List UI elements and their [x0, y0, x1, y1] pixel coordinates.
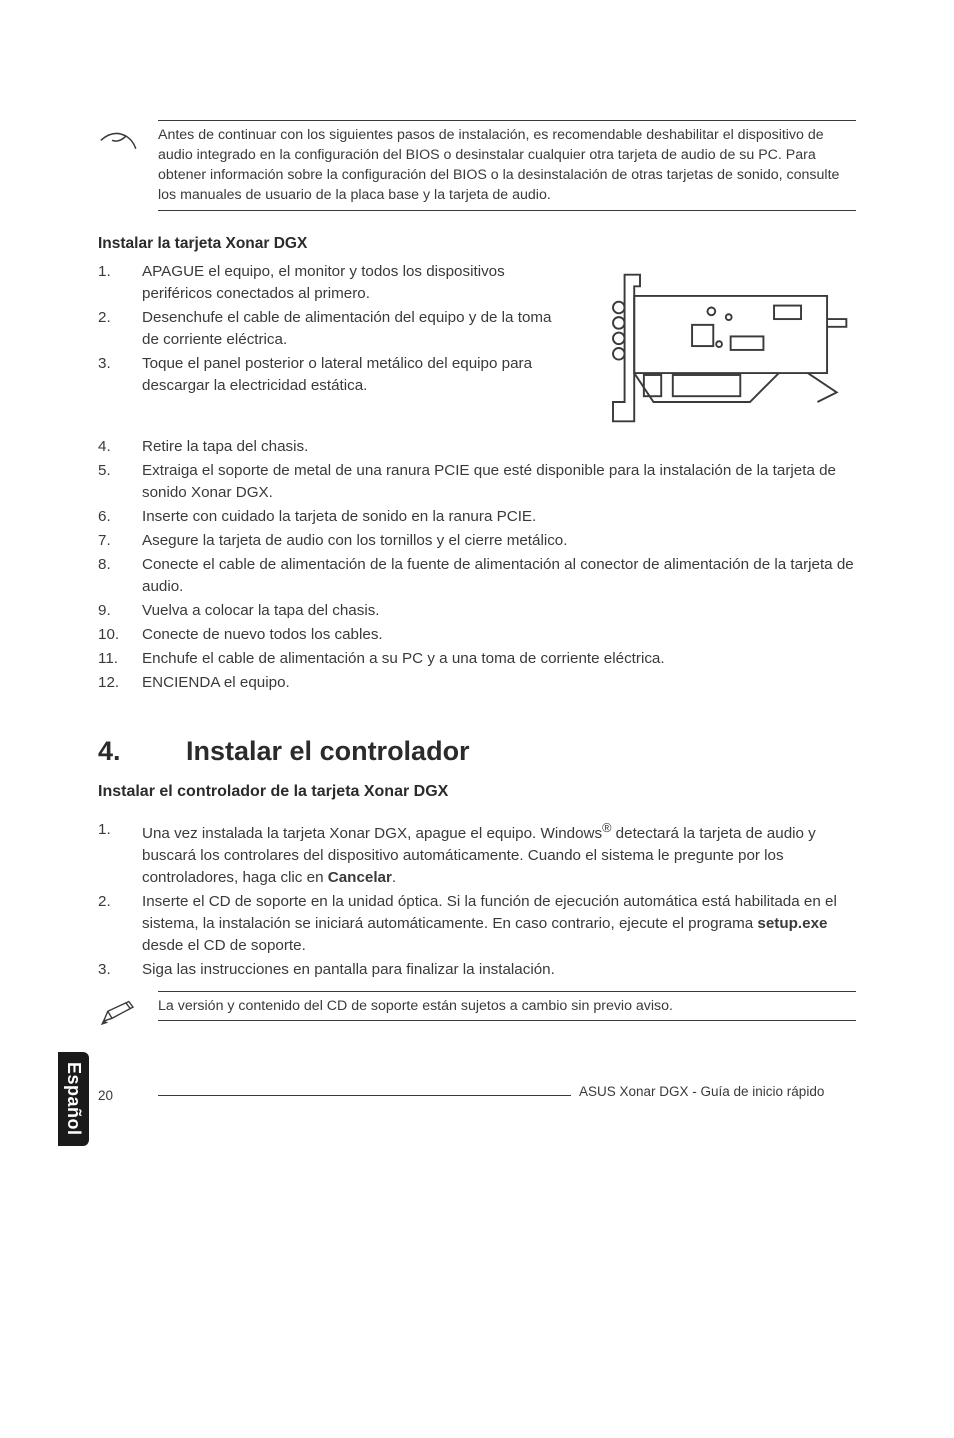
install-steps-bottom: 4.Retire la tapa del chasis.5.Extraiga e… — [98, 436, 856, 694]
note-text-cd: La versión y contenido del CD de soporte… — [158, 992, 856, 1020]
install-step: 2.Desenchufe el cable de alimentación de… — [98, 307, 568, 351]
install-step: 5.Extraiga el soporte de metal de una ra… — [98, 460, 856, 504]
install-step: 12.ENCIENDA el equipo. — [98, 672, 856, 694]
note-box-preinstall: Antes de continuar con los siguientes pa… — [98, 120, 856, 211]
install-step: 11.Enchufe el cable de alimentación a su… — [98, 648, 856, 670]
page-footer: 20 ASUS Xonar DGX - Guía de inicio rápid… — [98, 1080, 856, 1103]
note-box-cd: La versión y contenido del CD de soporte… — [98, 991, 856, 1032]
note-text: Antes de continuar con los siguientes pa… — [158, 121, 856, 210]
driver-step: 2.Inserte el CD de soporte en la unidad … — [98, 891, 856, 957]
pencil-icon — [98, 991, 158, 1032]
install-step: 7.Asegure la tarjeta de audio con los to… — [98, 530, 856, 552]
section-4-heading: 4. Instalar el controlador — [98, 736, 856, 767]
note-icon — [98, 120, 158, 161]
subheading-install-driver: Instalar el controlador de la tarjeta Xo… — [98, 783, 856, 801]
driver-step: 1.Una vez instalada la tarjeta Xonar DGX… — [98, 819, 856, 889]
heading-install-card: Instalar la tarjeta Xonar DGX — [98, 235, 856, 253]
install-step: 8.Conecte el cable de alimentación de la… — [98, 554, 856, 598]
install-step: 10.Conecte de nuevo todos los cables. — [98, 624, 856, 646]
driver-step: 3.Siga las instrucciones en pantalla par… — [98, 959, 856, 981]
install-step: 4.Retire la tapa del chasis. — [98, 436, 856, 458]
driver-steps: 1.Una vez instalada la tarjeta Xonar DGX… — [98, 819, 856, 981]
language-tab: Español — [58, 1052, 89, 1146]
page-number: 20 — [98, 1080, 158, 1103]
section-title: Instalar el controlador — [186, 736, 470, 767]
install-step: 1.APAGUE el equipo, el monitor y todos l… — [98, 261, 568, 305]
install-step: 9.Vuelva a colocar la tapa del chasis. — [98, 600, 856, 622]
install-step: 6.Inserte con cuidado la tarjeta de soni… — [98, 506, 856, 528]
pcie-illustration — [586, 261, 856, 436]
section-number: 4. — [98, 736, 186, 767]
footer-text: ASUS Xonar DGX - Guía de inicio rápido — [571, 1084, 832, 1099]
install-step: 3.Toque el panel posterior o lateral met… — [98, 353, 568, 397]
install-steps-top: 1.APAGUE el equipo, el monitor y todos l… — [98, 261, 568, 397]
